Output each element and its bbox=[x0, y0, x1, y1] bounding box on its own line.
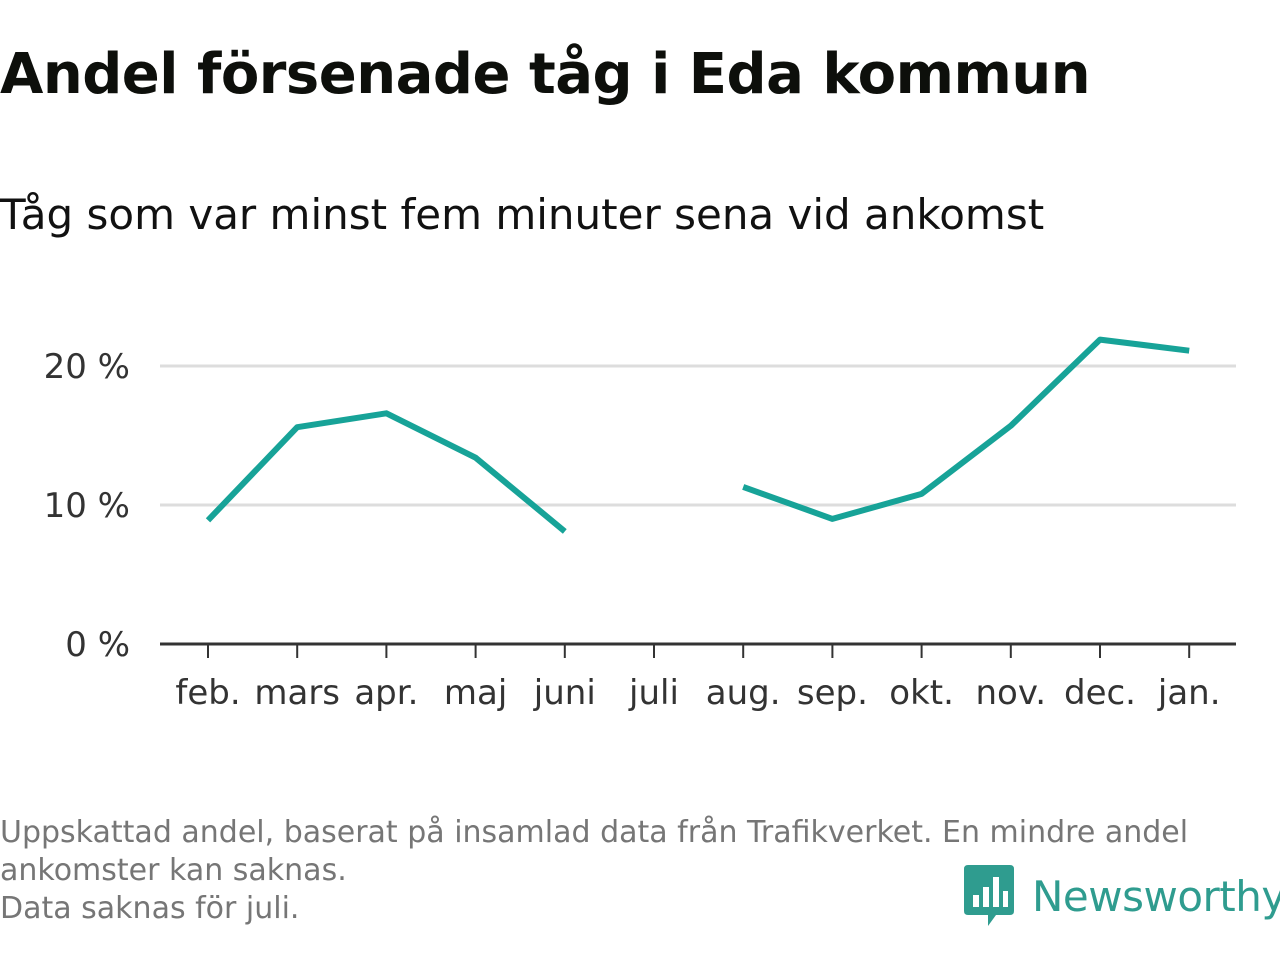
x-tick-label: mars bbox=[254, 673, 340, 713]
x-tick-label: juli bbox=[628, 673, 679, 713]
x-tick-label: dec. bbox=[1064, 673, 1136, 713]
line-chart: 0 % 10 % 20 % feb. mars apr. maj juni juli aug. s… bbox=[44, 336, 1236, 713]
brand-name: Newsworthy bbox=[1032, 871, 1280, 921]
y-axis-labels: 0 % 10 % 20 % bbox=[44, 347, 130, 665]
y-tick-label: 20 % bbox=[44, 347, 130, 387]
chart-subtitle: Tåg som var minst fem minuter sena vid a… bbox=[0, 190, 1045, 239]
series-line bbox=[205, 410, 567, 534]
chart-title: Andel försenade tåg i Eda kommun bbox=[0, 42, 1091, 107]
x-tick-label: okt. bbox=[889, 673, 954, 713]
x-tick-label: apr. bbox=[354, 673, 418, 713]
x-axis-labels: feb. mars apr. maj juni juli aug. sep. okt. nov. d… bbox=[175, 673, 1220, 713]
x-tick-label: juni bbox=[533, 673, 596, 713]
x-tick-label: maj bbox=[444, 673, 507, 713]
y-tick-label: 10 % bbox=[44, 486, 130, 526]
x-tick-label: sep. bbox=[797, 673, 868, 713]
x-tick-label: jan. bbox=[1157, 673, 1221, 713]
x-axis bbox=[160, 642, 1236, 658]
x-tick-label: nov. bbox=[975, 673, 1046, 713]
brand-logo[interactable]: Newsworthy bbox=[964, 864, 1280, 928]
series-line bbox=[742, 336, 1190, 522]
x-tick-label: feb. bbox=[175, 673, 240, 713]
footer-line-1: Uppskattad andel, baserat på insamlad da… bbox=[0, 815, 1189, 850]
footer-line-3: Data saknas för juli. bbox=[0, 891, 300, 926]
x-tick-label: aug. bbox=[706, 673, 781, 713]
bar-chart-bubble-icon bbox=[964, 865, 1014, 926]
series-layer bbox=[205, 336, 1190, 534]
footer-line-2: ankomster kan saknas. bbox=[0, 853, 347, 888]
y-tick-label: 0 % bbox=[65, 625, 130, 665]
footer-note: Uppskattad andel, baserat på insamlad da… bbox=[0, 814, 1270, 928]
gridlines bbox=[160, 364, 1236, 507]
